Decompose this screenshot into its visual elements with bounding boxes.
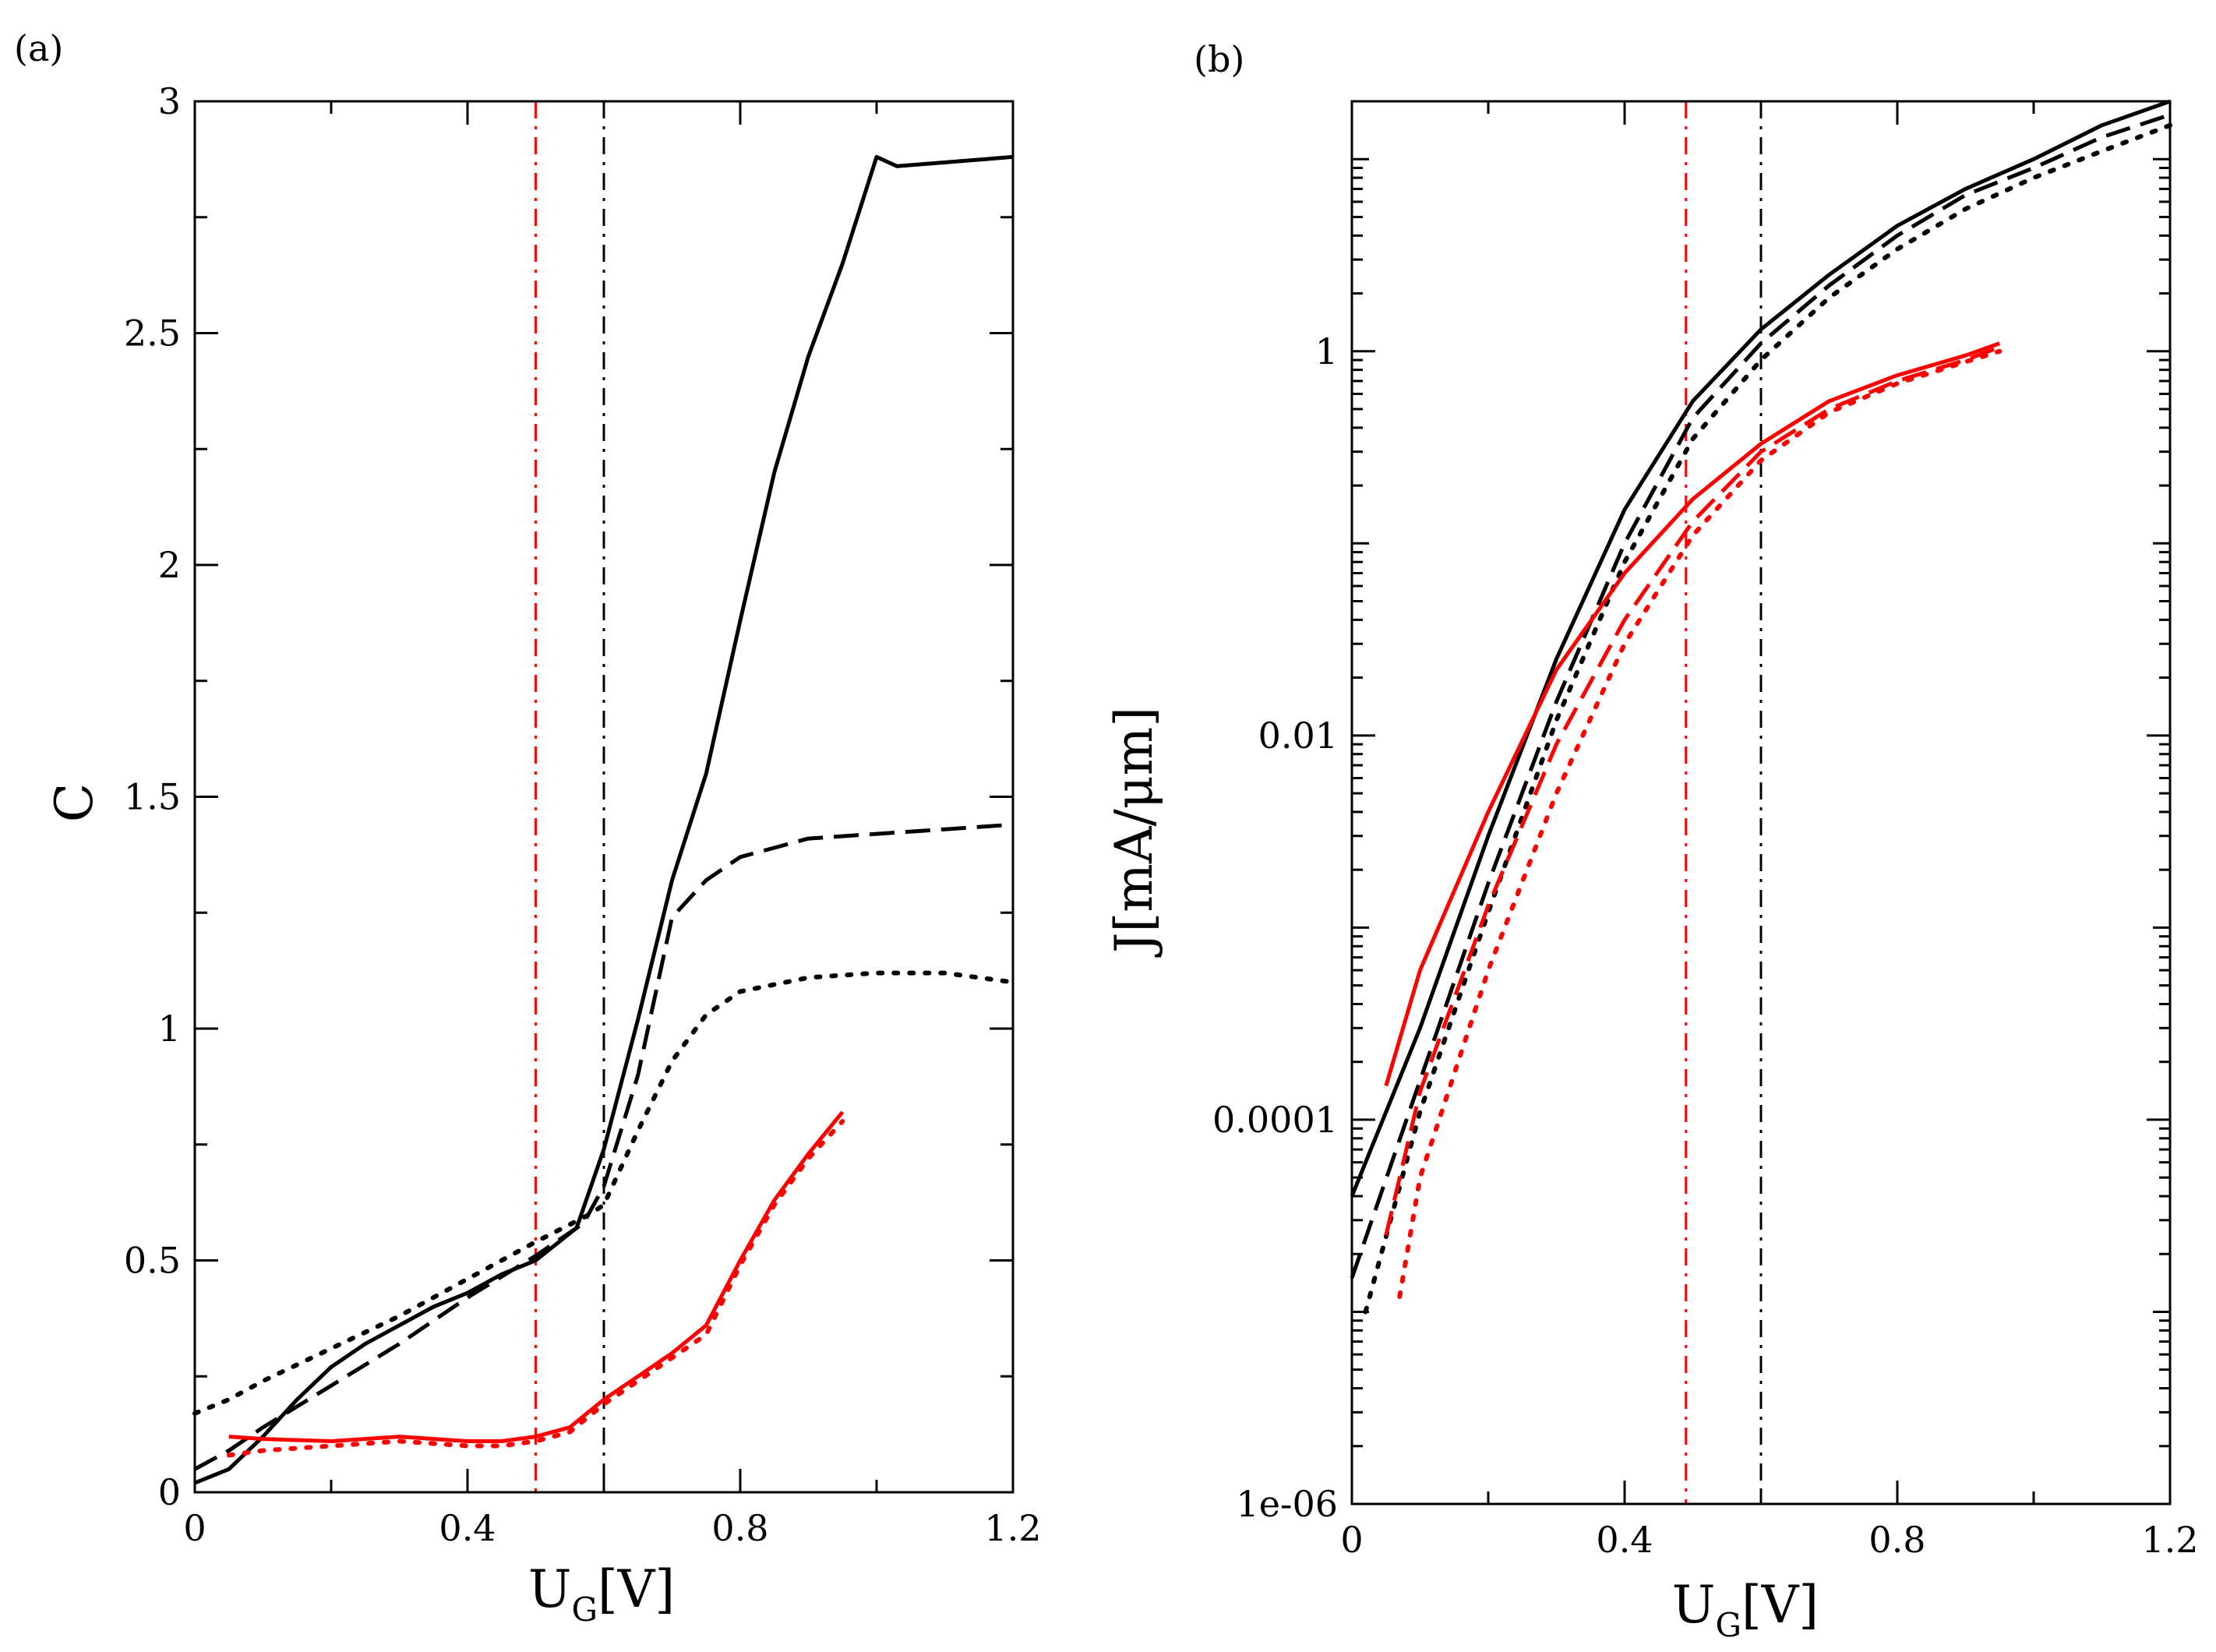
panel-b-x-axis-label-rest: [V] <box>1741 1575 1819 1635</box>
panel-a-x-axis-label-subscript: G <box>571 1590 598 1629</box>
panel-a-xtick-label: 1.2 <box>984 1507 1041 1549</box>
panel-a-ytick-label: 0 <box>158 1471 181 1513</box>
panel-b-x-axis-label-main: U <box>1672 1575 1716 1635</box>
panel-a-series-1 <box>193 822 1014 1471</box>
panel-b-series-0 <box>1350 99 2171 1197</box>
panel-b-x-axis-label: UG[V] <box>1672 1575 1819 1644</box>
panel-b-series-4 <box>1384 345 2001 1236</box>
panel-b-ytick-label: 0.01 <box>1258 715 1338 757</box>
panel-b-x-tick-labels: 0 0.4 0.8 1.2 <box>1340 1519 2198 1561</box>
panel-a-x-axis-label-rest: [V] <box>598 1559 675 1619</box>
panel-b-series-5 <box>1397 348 2003 1299</box>
panel-a-ytick-label: 3 <box>158 80 181 122</box>
panel-b-ticks <box>1350 100 2172 1506</box>
panel-a-xtick-label: 0.4 <box>439 1507 496 1549</box>
panel-a-x-axis-label-main: U <box>528 1559 572 1619</box>
panel-a-xtick-label: 0 <box>183 1507 206 1549</box>
panel-a: (a) 0 0.4 0.8 1.2 0 0.5 1 1.5 2 2.5 3 UG[V] C <box>14 27 1042 1629</box>
panel-a-ytick-label: 1.5 <box>124 776 181 818</box>
panel-a-series-2 <box>192 970 1015 1416</box>
panel-b-xtick-label: 0.4 <box>1596 1519 1653 1561</box>
panel-b-xtick-label: 1.2 <box>2141 1519 2198 1561</box>
panel-a-y-axis-label: C <box>44 783 104 823</box>
panel-b-ytick-label: 0.0001 <box>1212 1099 1338 1141</box>
panel-a-y-tick-labels: 0 0.5 1 1.5 2 2.5 3 <box>124 80 181 1513</box>
panel-a-series-4 <box>226 1119 845 1458</box>
panel-b-xtick-label: 0 <box>1340 1519 1363 1561</box>
panel-a-x-tick-labels: 0 0.4 0.8 1.2 <box>183 1507 1041 1549</box>
panel-b-y-axis-label: J[mA/μm] <box>1104 707 1164 958</box>
panel-b-series <box>1350 99 2172 1315</box>
panel-a-reference-lines <box>535 101 605 1492</box>
panel-b-y-tick-labels: 1e-06 0.0001 0.01 1 <box>1212 330 1338 1525</box>
panel-b: (b) 0 0.4 0.8 1.2 1e-06 0.0001 0.01 1 UG[V] J[… <box>1104 38 2199 1644</box>
panel-b-series-1 <box>1350 113 2171 1279</box>
panel-a-ytick-label: 0.5 <box>124 1240 181 1282</box>
panel-b-x-axis-label-subscript: G <box>1715 1606 1741 1644</box>
panel-b-ytick-label: 1 <box>1315 330 1338 372</box>
panel-a-ticks <box>193 100 1014 1494</box>
panel-a-series <box>192 154 1015 1485</box>
panel-b-label: (b) <box>1194 38 1244 80</box>
panel-a-ytick-label: 1 <box>158 1008 181 1050</box>
panel-b-reference-lines <box>1685 101 1763 1504</box>
panel-a-ytick-label: 2.5 <box>124 312 181 355</box>
panel-b-ytick-label: 1e-06 <box>1236 1483 1338 1525</box>
panel-a-label: (a) <box>14 27 63 69</box>
panel-a-ytick-label: 2 <box>158 544 181 586</box>
panel-b-xtick-label: 0.8 <box>1868 1519 1925 1561</box>
panel-a-x-axis-label: UG[V] <box>528 1559 675 1629</box>
panel-b-series-2 <box>1363 122 2172 1315</box>
panel-b-series-3 <box>1384 341 2001 1087</box>
panel-a-xtick-label: 0.8 <box>711 1507 768 1549</box>
